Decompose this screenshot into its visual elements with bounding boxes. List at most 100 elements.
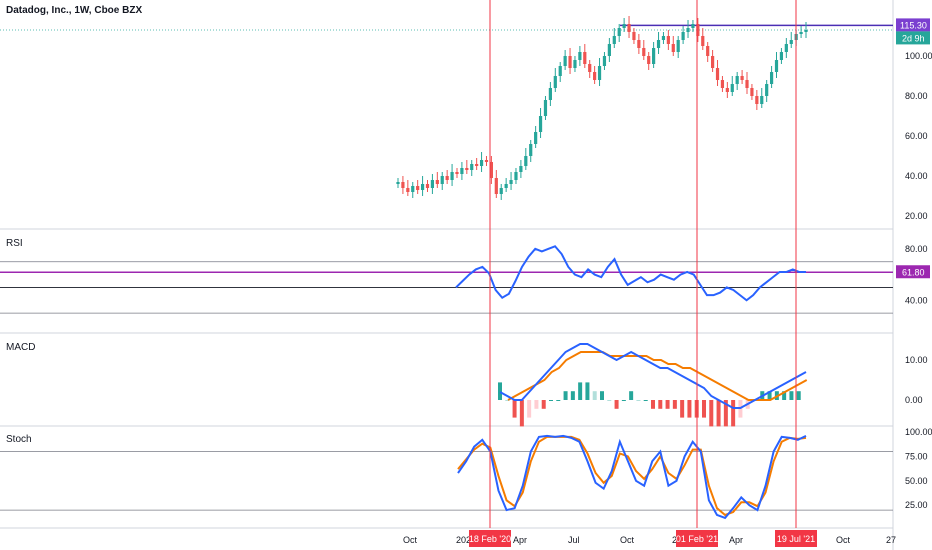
time-tick-label: Apr: [513, 535, 527, 545]
stoch-pane[interactable]: Stoch 100.00 75.00 50.00 25.00: [0, 427, 932, 520]
candle: [499, 184, 503, 200]
candle: [804, 22, 808, 38]
candle-body: [774, 60, 779, 72]
candle: [637, 34, 641, 54]
candle: [578, 46, 582, 66]
candle: [632, 28, 636, 44]
candle-body: [711, 56, 715, 68]
stoch-tick-label: 50.00: [905, 476, 928, 486]
candle-body: [435, 180, 439, 184]
countdown-badge-label: 2d 9h: [902, 33, 925, 43]
candle-body: [656, 40, 661, 48]
candle-body: [445, 176, 449, 180]
candle-body: [411, 186, 415, 192]
candle-body: [416, 186, 420, 190]
candle-body: [676, 40, 680, 52]
price-tick-label: 80.00: [905, 91, 928, 101]
candle: [799, 26, 803, 38]
macd-histogram-bar: [498, 382, 502, 400]
candle-body: [558, 66, 562, 76]
candle-body: [479, 160, 484, 166]
rsi-pane-title: RSI: [6, 238, 23, 249]
candle-body: [686, 28, 690, 32]
candle-body: [529, 144, 533, 156]
candle-body: [475, 164, 479, 166]
rsi-value-badge: [896, 265, 930, 279]
candle: [622, 18, 626, 32]
rsi-pane[interactable]: RSI 80.00 40.00 61.80: [0, 238, 930, 314]
candle-body: [602, 56, 607, 66]
candle: [696, 18, 700, 42]
chart-title: Datadog, Inc., 1W, Cboe BZX: [6, 5, 142, 16]
date-markers[interactable]: 18 Feb '20 01 Feb '21 19 Jul '21: [469, 0, 817, 547]
macd-histogram-bar: [600, 391, 604, 400]
time-tick-label: 2: [672, 535, 677, 545]
candle: [656, 32, 661, 54]
candle: [514, 168, 518, 184]
time-tick-label: Apr: [729, 535, 743, 545]
candle: [425, 180, 430, 192]
candle: [617, 24, 621, 42]
date-marker-label: 18 Feb '20: [469, 534, 511, 544]
candle-body: [696, 24, 700, 36]
candle: [784, 38, 788, 58]
macd-histogram-bar: [789, 391, 794, 400]
candle-body: [593, 72, 597, 80]
candle-body: [632, 32, 636, 40]
time-tick-label: Oct: [836, 535, 851, 545]
axes: Oct 202 Apr Jul Oct 2 Apr Oct 27: [403, 535, 896, 545]
candle: [568, 48, 572, 74]
candle: [711, 50, 715, 72]
date-marker-badge: [469, 530, 511, 547]
candle-body: [568, 56, 572, 68]
candle-body: [460, 168, 464, 174]
candle-body: [465, 168, 469, 170]
candle: [509, 172, 513, 190]
candle: [588, 60, 592, 78]
candle-body: [765, 84, 769, 96]
candle: [558, 62, 562, 82]
candle: [740, 70, 744, 84]
macd-histogram-bar: [505, 400, 510, 401]
candle-body: [524, 156, 528, 166]
candle: [484, 156, 489, 166]
candle-body: [573, 60, 577, 68]
price-pane[interactable]: 100.00 80.00 60.00 40.00 20.00 115.30 2d 9h: [0, 16, 932, 221]
rsi-tick-label: 80.00: [905, 244, 928, 254]
candle: [548, 82, 552, 106]
candle-body: [543, 100, 548, 116]
candle: [460, 162, 464, 180]
date-marker-label: 01 Feb '21: [676, 534, 718, 544]
candle-body: [784, 44, 788, 52]
candle-body: [760, 96, 764, 104]
macd-histogram-bar: [570, 391, 575, 400]
candle-body: [588, 64, 592, 72]
macd-histogram-bar: [680, 400, 685, 418]
candle: [730, 76, 734, 96]
candle-body: [514, 172, 518, 180]
candle: [597, 58, 602, 86]
candle: [745, 72, 749, 94]
macd-histogram-bar: [629, 391, 634, 400]
candle: [519, 160, 523, 178]
macd-histogram-bar: [614, 400, 619, 409]
candle: [715, 60, 720, 86]
macd-histogram-bar: [796, 391, 801, 400]
candle-body: [652, 48, 656, 64]
time-tick-label: Oct: [620, 535, 635, 545]
candle-body: [779, 52, 784, 60]
macd-histogram-bar: [636, 400, 641, 401]
candle-body: [509, 180, 513, 184]
macd-histogram-bar: [702, 400, 706, 418]
candle-body: [578, 52, 582, 60]
candle-body: [607, 44, 611, 56]
macd-histogram-bar: [767, 391, 772, 400]
candle-body: [789, 40, 793, 44]
candle-body: [612, 36, 616, 44]
macd-histogram-bar: [585, 382, 590, 400]
candle-body: [691, 24, 695, 28]
candle: [470, 160, 474, 176]
macd-pane[interactable]: MACD 10.00 0.00: [6, 342, 928, 427]
macd-histogram-bar: [665, 400, 670, 409]
